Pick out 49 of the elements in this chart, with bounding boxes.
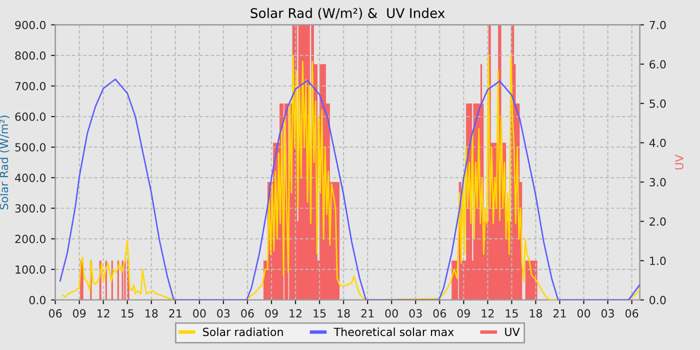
y-tick-label: 500.0 <box>15 143 46 152</box>
x-tick-label: 06 <box>433 309 446 318</box>
x-tick-label: 00 <box>385 309 398 318</box>
y2-tick-label: 4.0 <box>649 138 666 148</box>
x-tick-label: 03 <box>217 309 230 318</box>
x-tick-label: 21 <box>361 309 374 318</box>
y2-axis-title: UV <box>675 154 684 170</box>
y-tick-label: 300.0 <box>15 204 46 213</box>
y2-tick-label: 0.0 <box>650 296 666 304</box>
x-tick-label: 12 <box>290 309 302 318</box>
y-axis-title: Solar Rad (W/m²) <box>0 116 10 210</box>
x-tick-label: 09 <box>457 309 470 318</box>
y-tick-label: 900.0 <box>15 20 46 30</box>
x-tick-label: 03 <box>601 309 614 318</box>
x-tick-label: 18 <box>338 309 350 318</box>
x-tick-label: 09 <box>72 309 86 318</box>
x-tick-label: 00 <box>577 309 590 318</box>
x-tick-label: 09 <box>265 309 278 318</box>
y-tick-label: 100.0 <box>16 265 46 274</box>
y-tick-label: 400.0 <box>15 174 46 182</box>
x-tick-label: 21 <box>169 309 182 318</box>
y2-tick-label: 3.0 <box>650 178 666 186</box>
x-tick-label: 21 <box>553 309 566 318</box>
x-tick-label: 06 <box>241 309 254 318</box>
y2-tick-label: 1.0 <box>650 256 666 266</box>
y2-tick-label: 6.0 <box>650 60 666 69</box>
legend-label: Solar radiation <box>203 327 283 336</box>
y2-tick-label: 2.0 <box>650 217 666 226</box>
y-tick-label: 200.0 <box>15 234 46 244</box>
y-tick-label: 700.0 <box>15 82 46 90</box>
y-tick-label: 800.0 <box>15 51 46 60</box>
x-tick-label: 06 <box>625 309 638 318</box>
chart-title: Solar Rad (W/m²) & UV Index <box>250 8 445 20</box>
y-tick-label: 600.0 <box>15 112 46 121</box>
y-tick-label: 0.0 <box>29 296 46 304</box>
x-tick-label: 15 <box>122 309 134 318</box>
y2-tick-label: 5.0 <box>650 99 666 108</box>
x-tick-label: 18 <box>530 309 542 318</box>
x-tick-label: 00 <box>193 309 206 318</box>
legend-label: UV <box>505 328 520 336</box>
legend-label: Theoretical solar max <box>334 327 454 336</box>
y2-tick-label: 7.0 <box>650 20 666 30</box>
x-tick-label: 12 <box>482 309 494 318</box>
x-tick-label: 06 <box>48 309 62 318</box>
x-tick-label: 18 <box>146 309 158 318</box>
x-tick-label: 12 <box>97 309 110 318</box>
x-tick-label: 15 <box>506 309 518 318</box>
x-tick-label: 03 <box>409 309 422 318</box>
x-tick-label: 15 <box>314 309 326 318</box>
